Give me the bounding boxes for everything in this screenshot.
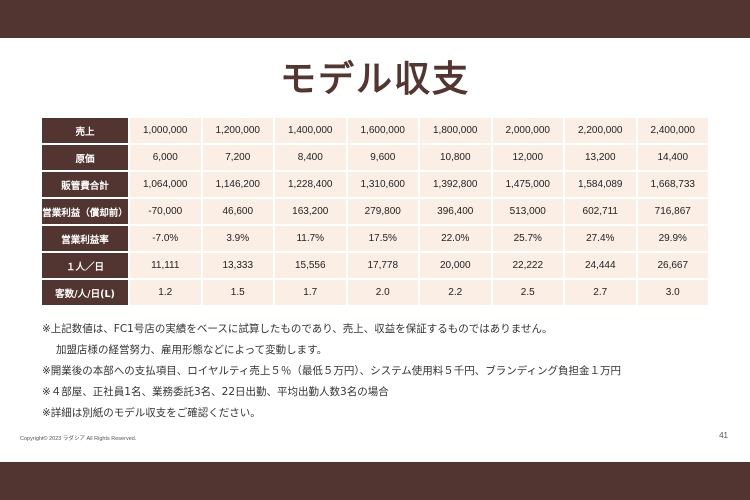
table-cell: 2.5 xyxy=(492,280,563,305)
table-cell: 1,800,000 xyxy=(420,118,491,143)
table-cell: 8,400 xyxy=(275,145,346,170)
table-cell: 2.2 xyxy=(420,280,491,305)
table-body: 売上 1,000,000 1,200,000 1,400,000 1,600,000 1,… xyxy=(42,118,708,305)
note-line: ※４部屋、正社員1名、業務委託3名、22日出勤、平均出勤人数3名の場合 xyxy=(42,386,389,398)
table-cell: 1,146,200 xyxy=(202,172,273,197)
table-cell: 1,200,000 xyxy=(202,118,273,143)
table-cell: 1,392,800 xyxy=(420,172,491,197)
bottom-band xyxy=(0,462,750,500)
table-cell: 9,600 xyxy=(347,145,418,170)
table-row: 販管費合計 1,064,000 1,146,200 1,228,400 1,310,60… xyxy=(42,172,708,197)
table-row: 営業利益（償却前） -70,000 46,600 163,200 279,800 396,… xyxy=(42,199,708,224)
row-label: １人／日 xyxy=(42,253,128,278)
table-row: 原価 6,000 7,200 8,400 9,600 10,800 12,000 13,200… xyxy=(42,145,708,170)
table-cell: -7.0% xyxy=(130,226,201,251)
note-line: ※詳細は別紙のモデル収支をご確認ください。 xyxy=(42,407,261,419)
note-line: ※上記数値は、FC1号店の実績をベースに試算したものであり、売上、収益を保証する… xyxy=(42,323,553,335)
table-cell: 279,800 xyxy=(347,199,418,224)
table-cell: 1,000,000 xyxy=(130,118,201,143)
row-label: 営業利益（償却前） xyxy=(42,199,128,224)
row-label: 原価 xyxy=(42,145,128,170)
table-row: 営業利益率 -7.0% 3.9% 11.7% 17.5% 22.0% 25.7% 27.4% 2… xyxy=(42,226,708,251)
table-cell: 11,111 xyxy=(130,253,201,278)
table-cell: 1,064,000 xyxy=(130,172,201,197)
table-cell: 24,444 xyxy=(565,253,636,278)
table-cell: 2,000,000 xyxy=(492,118,563,143)
table-cell: 1,600,000 xyxy=(347,118,418,143)
table-cell: 27.4% xyxy=(565,226,636,251)
table-row: 客数/人/日(L) 1.2 1.5 1.7 2.0 2.2 2.5 2.7 3.0 xyxy=(42,280,708,305)
table-cell: 11.7% xyxy=(275,226,346,251)
table-cell: 1,310,600 xyxy=(347,172,418,197)
table-cell: 13,200 xyxy=(565,145,636,170)
table-cell: 22.0% xyxy=(420,226,491,251)
table-cell: 12,000 xyxy=(492,145,563,170)
table-cell: 1,475,000 xyxy=(492,172,563,197)
table-cell: 15,556 xyxy=(275,253,346,278)
page-title: モデル収支 xyxy=(279,59,470,100)
table-cell: 17.5% xyxy=(347,226,418,251)
copyright: Copyright© 2023 ラダシア All Rights Reserved… xyxy=(20,436,137,442)
table-cell: 2,400,000 xyxy=(637,118,708,143)
table-cell: 513,000 xyxy=(492,199,563,224)
table-cell: 22,222 xyxy=(492,253,563,278)
table-cell: 25.7% xyxy=(492,226,563,251)
table-cell: 1,400,000 xyxy=(275,118,346,143)
table-cell: 1,584,089 xyxy=(565,172,636,197)
table-cell: 2.0 xyxy=(347,280,418,305)
table-cell: 2,200,000 xyxy=(565,118,636,143)
table-cell: 602,711 xyxy=(565,199,636,224)
table-cell: 10,800 xyxy=(420,145,491,170)
table-cell: 14,400 xyxy=(637,145,708,170)
table-cell: 1,668,733 xyxy=(637,172,708,197)
table-cell: 396,400 xyxy=(420,199,491,224)
table-cell: 1.7 xyxy=(275,280,346,305)
table-cell: 13,333 xyxy=(202,253,273,278)
note-line: 加盟店様の経営努力、雇用形態などによって変動します。 xyxy=(56,344,328,356)
notes: ※上記数値は、FC1号店の実績をベースに試算したものであり、売上、収益を保証する… xyxy=(42,319,732,424)
table-cell: 3.9% xyxy=(202,226,273,251)
table-cell: 29.9% xyxy=(637,226,708,251)
table-row: １人／日 11,111 13,333 15,556 17,778 20,000 22,222… xyxy=(42,253,708,278)
row-label: 営業利益率 xyxy=(42,226,128,251)
table-cell: 46,600 xyxy=(202,199,273,224)
row-label: 客数/人/日(L) xyxy=(42,280,128,305)
page-number: 41 xyxy=(719,431,728,440)
note-line: ※開業後の本部への支払項目、ロイヤルティ売上５％（最低５万円）、システム使用料５… xyxy=(42,365,622,377)
table-cell: 1,228,400 xyxy=(275,172,346,197)
top-band xyxy=(0,0,750,38)
table-cell: 26,667 xyxy=(637,253,708,278)
table-cell: 17,778 xyxy=(347,253,418,278)
table-cell: 7,200 xyxy=(202,145,273,170)
table-cell: -70,000 xyxy=(130,199,201,224)
row-label: 販管費合計 xyxy=(42,172,128,197)
table-cell: 20,000 xyxy=(420,253,491,278)
table-row: 売上 1,000,000 1,200,000 1,400,000 1,600,000 1,… xyxy=(42,118,708,143)
table-cell: 1.5 xyxy=(202,280,273,305)
table-cell: 163,200 xyxy=(275,199,346,224)
model-income-table: 売上 1,000,000 1,200,000 1,400,000 1,600,000 1,… xyxy=(40,116,710,307)
table-cell: 6,000 xyxy=(130,145,201,170)
table-cell: 716,867 xyxy=(637,199,708,224)
table-cell: 2.7 xyxy=(565,280,636,305)
table-cell: 1.2 xyxy=(130,280,201,305)
row-label: 売上 xyxy=(42,118,128,143)
table-cell: 3.0 xyxy=(637,280,708,305)
